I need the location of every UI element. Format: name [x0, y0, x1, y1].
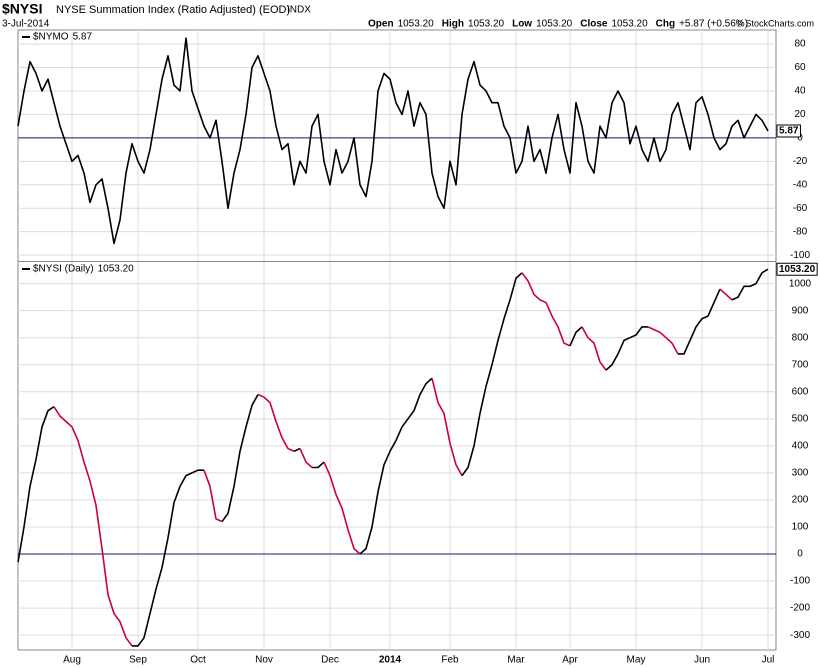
- y-tick-label: 800: [792, 332, 809, 343]
- x-tick-label: 2014: [379, 655, 402, 666]
- y-tick-label: 200: [792, 495, 809, 506]
- series-line: [678, 288, 721, 355]
- last-value-label: 1053.20: [779, 264, 816, 275]
- x-tick-label: Jul: [762, 655, 775, 666]
- series-line: [293, 447, 301, 452]
- x-tick-label: May: [627, 655, 646, 666]
- x-tick-label: Aug: [63, 655, 81, 666]
- legend-name: $NYMO: [33, 32, 69, 43]
- legend-name: $NYSI (Daily): [33, 264, 94, 275]
- y-tick-label: 0: [797, 133, 803, 144]
- quote-value: 1053.20: [611, 19, 648, 30]
- quote-value: +5.87 (+0.56%): [679, 19, 748, 30]
- x-tick-label: Sep: [129, 655, 147, 666]
- series-line: [17, 37, 769, 245]
- x-tick-label: Mar: [507, 655, 525, 666]
- y-tick-label: -100: [790, 576, 810, 587]
- y-tick-label: 80: [794, 39, 806, 50]
- quote: Open 1053.20 High 1053.20 Low 1053.20 Close 105…: [368, 19, 748, 30]
- series-line: [521, 272, 571, 347]
- x-tick-label: Dec: [321, 655, 339, 666]
- y-tick-label: 600: [792, 386, 809, 397]
- y-tick-label: -300: [790, 630, 810, 641]
- series-line: [203, 469, 223, 523]
- x-tick-label: Jun: [694, 655, 710, 666]
- series-line: [605, 326, 648, 371]
- legend-value: 5.87: [73, 32, 93, 43]
- series-line: [461, 272, 523, 477]
- y-tick-label: -100: [790, 250, 810, 261]
- quote-label: Chg: [656, 19, 675, 30]
- frame: [17, 29, 777, 651]
- date: 3-Jul-2014: [2, 19, 50, 30]
- y-tick-label: 0: [797, 549, 803, 560]
- series-line: [221, 394, 259, 523]
- y-tick-label: 100: [792, 522, 809, 533]
- symbol: $NYSI: [2, 1, 42, 17]
- y-tick-label: -200: [790, 603, 810, 614]
- y-tick-label: 20: [794, 109, 806, 120]
- exchange: INDX: [287, 5, 311, 16]
- x-tick-label: Apr: [562, 655, 578, 666]
- y-tick-label: -40: [793, 179, 808, 190]
- last-value-label: 5.87: [779, 126, 799, 137]
- legend-value: 1053.20: [98, 264, 135, 275]
- series-line: [132, 469, 204, 647]
- x-tick-label: Feb: [441, 655, 459, 666]
- series-line: [431, 378, 463, 476]
- y-tick-label: -20: [793, 156, 808, 167]
- series-line: [581, 326, 607, 371]
- series-line: [299, 448, 313, 469]
- last-value-box: [776, 262, 818, 276]
- y-tick-label: 40: [794, 86, 806, 97]
- series-line: [647, 326, 679, 355]
- series-line: [359, 377, 433, 555]
- series-line: [312, 461, 325, 469]
- last-value-box: [776, 124, 801, 138]
- y-tick-label: 400: [792, 441, 809, 452]
- series-line: [323, 461, 361, 555]
- quote-value: 1053.20: [468, 19, 505, 30]
- y-tick-label: -60: [793, 203, 808, 214]
- y-tick-label: 700: [792, 359, 809, 370]
- y-tick-label: 1000: [789, 278, 812, 289]
- quote-label: Close: [580, 19, 608, 30]
- quote-value: 1053.20: [536, 19, 573, 30]
- series-line: [569, 326, 583, 347]
- y-tick-label: 900: [792, 305, 809, 316]
- y-tick-label: 500: [792, 413, 809, 424]
- series-line: [17, 405, 55, 563]
- y-tick-label: 60: [794, 62, 806, 73]
- series-line: [257, 393, 295, 452]
- quote-value: 1053.20: [398, 19, 435, 30]
- quote-label: High: [442, 19, 464, 30]
- series-line: [731, 268, 769, 301]
- quote-label: Open: [368, 19, 394, 30]
- x-tick-label: Nov: [255, 655, 273, 666]
- series-line: [719, 288, 733, 301]
- quote-label: Low: [512, 19, 532, 30]
- x-tick-label: Oct: [190, 655, 206, 666]
- y-tick-label: 300: [792, 468, 809, 479]
- credit: © StockCharts.com: [736, 18, 814, 28]
- index-name: NYSE Summation Index (Ratio Adjusted) (E…: [56, 4, 290, 16]
- series-line: [53, 406, 133, 647]
- y-tick-label: -80: [793, 226, 808, 237]
